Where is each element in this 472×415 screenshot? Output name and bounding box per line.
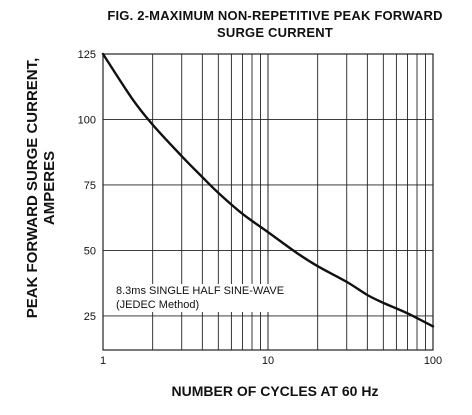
x-tick-label: 1 (100, 355, 106, 367)
y-tick-label: 50 (84, 245, 96, 257)
chart-annotation: 8.3ms SINGLE HALF SINE-WAVE (JEDEC Metho… (112, 284, 289, 312)
y-tick-label: 100 (78, 114, 96, 126)
y-tick-label: 125 (78, 49, 96, 61)
surge-current-line (101, 52, 435, 328)
chart-subtitle: SURGE CURRENT (217, 25, 333, 40)
y-tick-label: 25 (84, 311, 96, 323)
chart-title: FIG. 2-MAXIMUM NON-REPETITIVE PEAK FORWA… (107, 8, 443, 23)
annotation-line-1: 8.3ms SINGLE HALF SINE-WAVE (116, 285, 285, 297)
x-tick-label: 100 (424, 355, 442, 367)
x-tick-label: 10 (262, 355, 274, 367)
y-tick-label: 75 (84, 180, 96, 192)
x-axis-label: NUMBER OF CYCLES AT 60 Hz (171, 383, 379, 399)
annotation-line-2: (JEDEC Method) (116, 299, 200, 311)
